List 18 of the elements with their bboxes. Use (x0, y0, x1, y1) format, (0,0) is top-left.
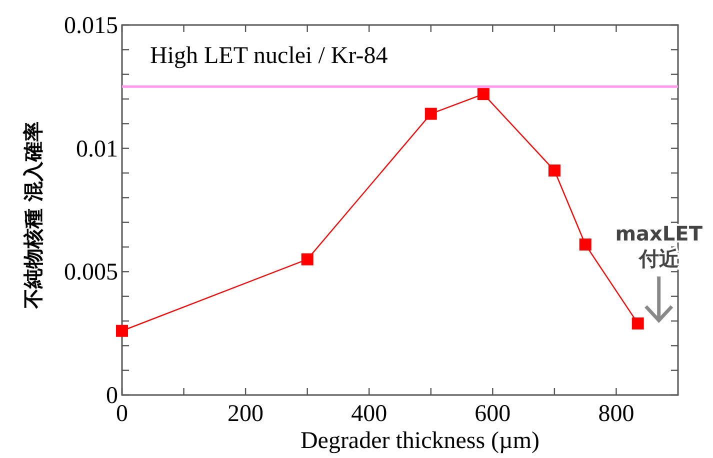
y-tick-label: 0.01 (76, 136, 118, 162)
point (301, 253, 314, 266)
x-axis-title: Degrader thickness (µm) (300, 428, 540, 454)
y-tick-label: 0 (106, 383, 118, 409)
point (477, 88, 490, 100)
point (424, 108, 437, 120)
x-tick-label: 200 (228, 401, 264, 427)
point (632, 317, 644, 330)
y-tick-label: 0.015 (64, 13, 118, 39)
y-tick-label: 0.005 (64, 260, 118, 286)
point (579, 238, 592, 251)
y-axis-title: 不純物核種 混入確率 (21, 122, 45, 310)
text: High LET nuclei / Kr-84 (150, 43, 388, 69)
point (116, 324, 128, 337)
x-tick-label: 400 (351, 401, 388, 427)
x-tick-label: 800 (598, 401, 634, 427)
x-tick-label: 600 (474, 401, 511, 427)
point (548, 164, 560, 177)
